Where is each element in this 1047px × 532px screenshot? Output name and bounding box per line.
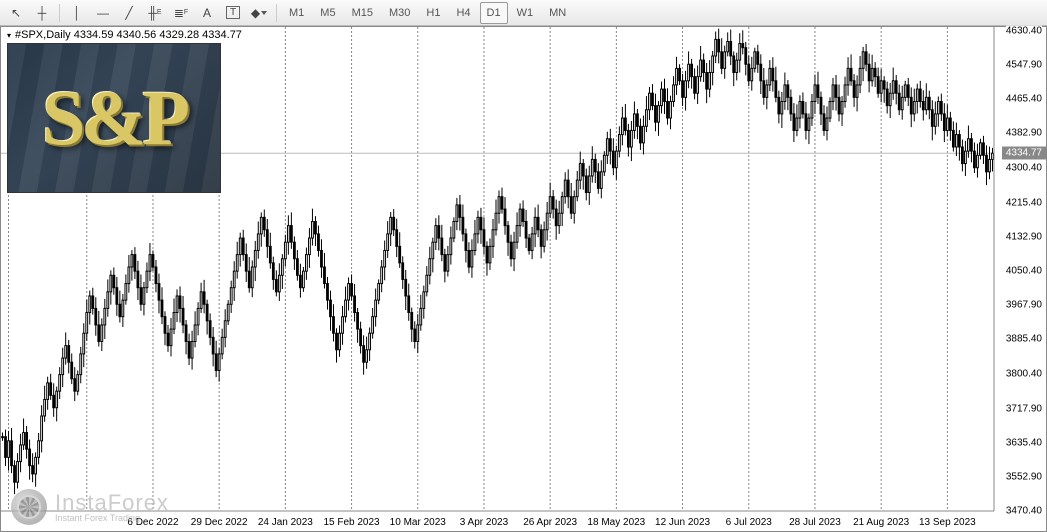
shapes-icon[interactable]: ◆ xyxy=(247,2,271,24)
timeframe-M5[interactable]: M5 xyxy=(313,2,342,24)
timeframe-D1[interactable]: D1 xyxy=(480,2,508,24)
y-tick: 3470.40 xyxy=(1006,506,1042,517)
x-tick: 12 Jun 2023 xyxy=(655,517,710,528)
x-tick: 10 Mar 2023 xyxy=(390,517,446,528)
x-tick: 24 Jan 2023 xyxy=(258,517,313,528)
y-tick: 3635.40 xyxy=(1006,437,1042,448)
x-tick: 13 Sep 2023 xyxy=(919,517,976,528)
y-tick: 4132.90 xyxy=(1006,231,1042,242)
x-tick: 6 Jul 2023 xyxy=(726,517,772,528)
timeframe-M15[interactable]: M15 xyxy=(345,2,380,24)
chart-menu-dropdown[interactable]: ▾ xyxy=(7,31,11,40)
trendline-icon[interactable]: ╱ xyxy=(117,2,141,24)
timeframe-M30[interactable]: M30 xyxy=(382,2,417,24)
y-tick: 4382.90 xyxy=(1006,128,1042,139)
timeframe-H4[interactable]: H4 xyxy=(449,2,477,24)
y-tick: 4215.40 xyxy=(1006,197,1042,208)
cursor-icon[interactable]: ↖ xyxy=(4,2,28,24)
equidistant-icon[interactable]: ╫E xyxy=(143,2,167,24)
sp-logo-text: S&P xyxy=(8,44,220,192)
y-tick: 3800.40 xyxy=(1006,369,1042,380)
x-tick: 21 Aug 2023 xyxy=(853,517,909,528)
x-tick: 18 May 2023 xyxy=(587,517,645,528)
chart-panel: ▾ #SPX,Daily 4334.59 4340.56 4329.28 433… xyxy=(0,26,1047,532)
chart-header: ▾ #SPX,Daily 4334.59 4340.56 4329.28 433… xyxy=(1,27,248,43)
x-tick: 29 Dec 2022 xyxy=(191,517,248,528)
watermark-main: InstaForex xyxy=(55,492,169,514)
y-tick: 3967.90 xyxy=(1006,300,1042,311)
sp-logo-image: S&P xyxy=(7,43,221,193)
instaforex-watermark: InstaForex Instant Forex Trading xyxy=(11,489,169,525)
timeframe-MN[interactable]: MN xyxy=(542,2,573,24)
drawing-toolbar: ↖┼ │—╱╫E≣FAT◆ M1M5M15M30H1H4D1W1MN xyxy=(0,0,1047,26)
y-tick: 4300.40 xyxy=(1006,162,1042,173)
y-tick: 4465.40 xyxy=(1006,94,1042,105)
fibo-icon[interactable]: ≣F xyxy=(169,2,193,24)
y-tick: 4630.40 xyxy=(1006,25,1042,36)
timeframe-M1[interactable]: M1 xyxy=(282,2,311,24)
chart-title: #SPX,Daily 4334.59 4340.56 4329.28 4334.… xyxy=(15,29,242,41)
text-icon[interactable]: A xyxy=(195,2,219,24)
y-tick: 3717.90 xyxy=(1006,403,1042,414)
timeframe-W1[interactable]: W1 xyxy=(510,2,541,24)
hline-icon[interactable]: — xyxy=(91,2,115,24)
x-tick: 3 Apr 2023 xyxy=(460,517,508,528)
y-tick: 4547.90 xyxy=(1006,60,1042,71)
y-tick: 3885.40 xyxy=(1006,334,1042,345)
timeframe-H1[interactable]: H1 xyxy=(419,2,447,24)
current-price-tag: 4334.77 xyxy=(1002,147,1046,160)
x-tick: 28 Jul 2023 xyxy=(789,517,841,528)
x-tick: 26 Apr 2023 xyxy=(523,517,577,528)
watermark-icon xyxy=(11,489,47,525)
y-tick: 4050.40 xyxy=(1006,265,1042,276)
x-tick: 15 Feb 2023 xyxy=(323,517,379,528)
vline-icon[interactable]: │ xyxy=(65,2,89,24)
y-tick: 3552.90 xyxy=(1006,471,1042,482)
label-icon[interactable]: T xyxy=(221,2,245,24)
crosshair-icon[interactable]: ┼ xyxy=(30,2,54,24)
y-axis: 4630.40 4547.90 4465.40 4382.90 4300.40 4215.… xyxy=(994,27,1046,511)
watermark-sub: Instant Forex Trading xyxy=(55,514,169,523)
